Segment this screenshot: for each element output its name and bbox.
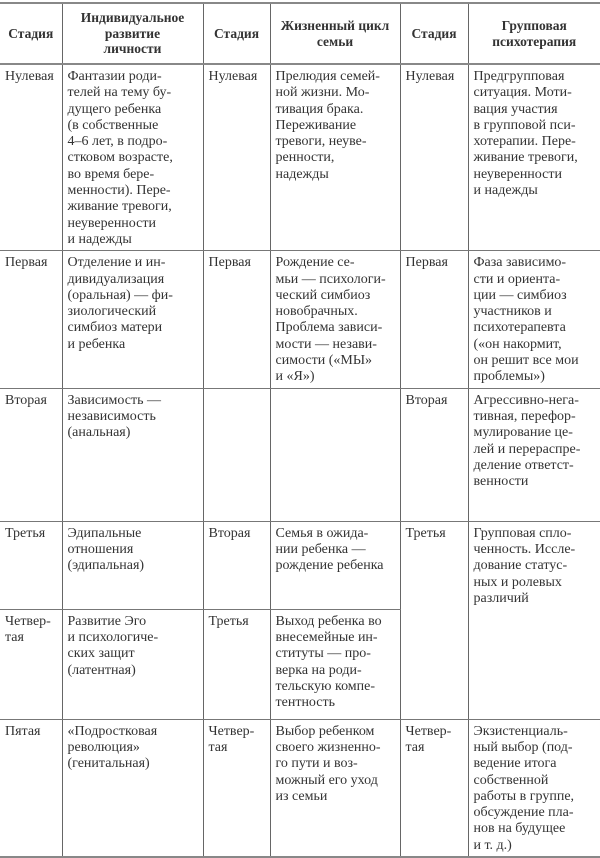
table-cell: Выход ребенка во внесемейные ин- ституты…	[269, 609, 400, 720]
header-stage: Стадия	[399, 2, 469, 65]
table-cell: Четвер- тая	[0, 609, 63, 720]
table-cell: Зависимость — независимость (анальная)	[61, 388, 204, 522]
table-cell: Эдипальные отношения (эдипальная)	[61, 521, 204, 610]
table-cell: Четвер- тая	[202, 719, 271, 858]
table-cell: Фаза зависимо- сти и ориента- ции — симб…	[467, 250, 600, 389]
header-group-psychotherapy: Групповая психотерапия	[467, 2, 600, 65]
table-cell: Фантазии роди- телей на тему бу- дущего …	[61, 64, 204, 252]
table-cell: Четвер- тая	[399, 719, 469, 858]
header-individual-development: Индивидуальное развитие личности	[61, 2, 204, 65]
table-row: Вторая Зависимость — независимость (анал…	[0, 388, 600, 522]
header-stage: Стадия	[0, 2, 63, 65]
table-cell: Экзистенциаль- ный выбор (под- ведение и…	[467, 719, 600, 858]
table-cell-empty	[202, 388, 271, 522]
table-cell: Нулевая	[202, 64, 271, 252]
table-cell: Выбор ребенком своего жизненно- го пути …	[269, 719, 401, 858]
table-cell: Первая	[399, 250, 469, 389]
table-row: Пятая «Подростковая революция» (гениталь…	[0, 719, 600, 858]
table-row: Четвер- тая Развитие Эго и психологиче- …	[0, 609, 600, 720]
header-stage: Стадия	[202, 2, 271, 65]
table-cell: Третья	[202, 609, 271, 720]
table-cell: Нулевая	[399, 64, 469, 252]
table-cell: Нулевая	[0, 64, 63, 252]
table-cell: Предгрупповая ситуация. Моти- вация учас…	[467, 64, 600, 252]
table-cell-empty	[269, 388, 401, 522]
table-cell: Групповая спло- ченность. Иссле- дование…	[467, 521, 600, 720]
table-cell: Рождение се- мьи — психологи- ческий сим…	[269, 250, 401, 389]
table-cell: Прелюдия семей- ной жизни. Мо- тивация б…	[269, 64, 401, 252]
table-cell: Первая	[202, 250, 271, 389]
table-cell: Семья в ожида- нии ребенка — рождение ре…	[269, 521, 401, 610]
table-row: Третья Эдипальные отношения (эдипальная)…	[0, 521, 600, 720]
table-cell: Развитие Эго и психологиче- ских защит (…	[61, 609, 204, 720]
table-cell: Третья	[399, 521, 469, 720]
table-header-row: Стадия Индивидуальное развитие личности …	[0, 2, 600, 65]
table-cell: Пятая	[0, 719, 63, 858]
table-cell: Агрессивно-нега- тивная, перефор- мулиро…	[467, 388, 600, 522]
table-row: Нулевая Фантазии роди- телей на тему бу-…	[0, 64, 600, 252]
table-cell: Первая	[0, 250, 63, 389]
table-row: Первая Отделение и ин- дивидуализация (о…	[0, 250, 600, 389]
table-cell: Третья	[0, 521, 63, 610]
table-cell: «Подростковая революция» (генитальная)	[61, 719, 204, 858]
table-cell: Вторая	[399, 388, 469, 522]
table-cell: Отделение и ин- дивидуализация (оральная…	[61, 250, 204, 389]
header-family-life-cycle: Жизненный цикл семьи	[269, 2, 401, 65]
table-cell: Вторая	[202, 521, 271, 610]
table-cell: Вторая	[0, 388, 63, 522]
